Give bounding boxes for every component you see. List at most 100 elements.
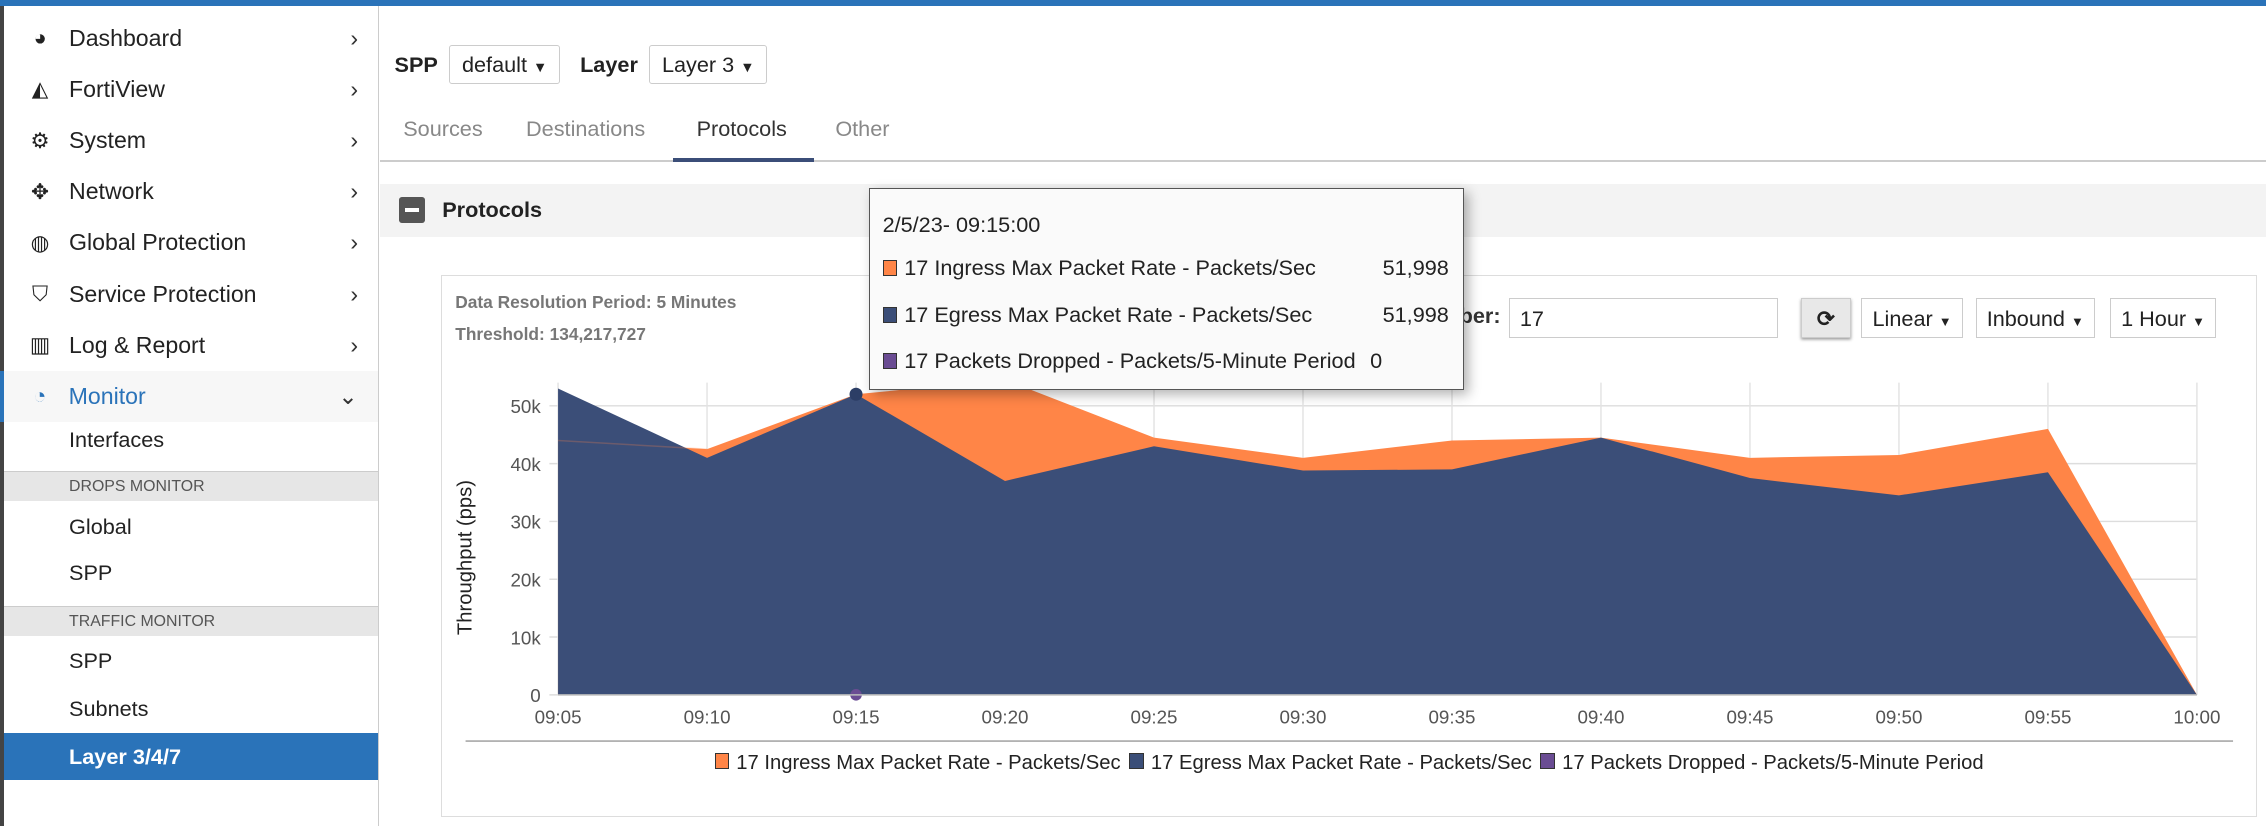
sidebar-item-label: Global Protection xyxy=(69,229,247,256)
gear-icon: ⚙ xyxy=(30,127,50,153)
x-tick-label: 09:10 xyxy=(683,707,730,728)
sidebar-item-log-report[interactable]: ▥ Log & Report › xyxy=(4,320,378,371)
tooltip-label: 17 Packets Dropped - Packets/5-Minute Pe… xyxy=(904,347,1356,373)
dropped-swatch xyxy=(882,352,897,369)
area-chart-icon: ◭ xyxy=(31,76,49,102)
sidebar-item-drops-spp[interactable]: SPP xyxy=(4,549,378,597)
arrows-move-icon: ✥ xyxy=(31,178,50,204)
resolution-text: Data Resolution Period: 5 Minutes xyxy=(455,291,737,312)
label: SPP xyxy=(69,560,113,585)
sidebar-item-fortiview[interactable]: ◭ FortiView › xyxy=(4,64,378,115)
chevron-right-icon: › xyxy=(350,75,359,102)
dashboard-icon: ◕ xyxy=(33,25,47,51)
layer-label: Layer xyxy=(580,51,638,77)
sidebar-item-traffic-spp[interactable]: SPP xyxy=(4,637,378,685)
chevron-right-icon: › xyxy=(350,127,359,154)
egress-area xyxy=(557,388,2197,696)
sidebar-item-label: Service Protection xyxy=(69,280,257,307)
tab-destinations[interactable]: Destinations xyxy=(526,115,646,141)
y-tick-label: 50k xyxy=(510,396,541,417)
label: Subnets xyxy=(69,695,149,721)
protocol-number-input[interactable]: 17 xyxy=(1508,297,1778,339)
traffic-monitor-header: TRAFFIC MONITOR xyxy=(4,605,379,636)
refresh-icon: ⟳ xyxy=(1816,305,1836,331)
collapse-icon[interactable] xyxy=(398,196,425,223)
x-tick-label: 09:50 xyxy=(1875,707,1922,728)
protocol-number-label: ber: xyxy=(1459,303,1501,329)
pie-chart-icon: ◔ xyxy=(33,383,47,409)
sidebar-item-subnets[interactable]: Subnets xyxy=(4,685,378,733)
chevron-right-icon: › xyxy=(350,178,359,205)
legend-swatch xyxy=(1540,752,1555,769)
sidebar-item-layer-347[interactable]: Layer 3/4/7 xyxy=(4,732,379,781)
sidebar-item-label: Dashboard xyxy=(69,24,183,51)
refresh-button[interactable]: ⟳ xyxy=(1800,297,1852,339)
legend-label: 17 Egress Max Packet Rate - Packets/Sec xyxy=(1150,751,1532,774)
legend-item[interactable]: 17 Ingress Max Packet Rate - Packets/Sec xyxy=(714,751,1121,774)
y-axis-label: Throughput (pps) xyxy=(454,480,476,635)
legend-item[interactable]: 17 Egress Max Packet Rate - Packets/Sec xyxy=(1129,752,1532,774)
tab-protocols[interactable]: Protocols xyxy=(696,115,787,141)
chevron-right-icon: › xyxy=(350,331,359,358)
range-select[interactable]: 1 Hour ▼ xyxy=(2109,297,2217,339)
chevron-right-icon: › xyxy=(350,280,359,307)
y-tick-label: 10k xyxy=(510,628,541,649)
shield-icon: ⛉ xyxy=(31,281,49,307)
tooltip-time: 2/5/23- 09:15:00 xyxy=(882,211,1041,237)
bar-chart-icon: ▥ xyxy=(29,332,51,358)
tooltip-row-ingress: 17 Ingress Max Packet Rate - Packets/Sec… xyxy=(882,255,1452,281)
sidebar-item-label: System xyxy=(69,127,147,154)
tab-other[interactable]: Other xyxy=(835,115,890,141)
sidebar-item-label: Log & Report xyxy=(69,331,206,358)
x-tick-label: 09:40 xyxy=(1577,707,1624,728)
sidebar-item-global[interactable]: Global xyxy=(4,503,378,551)
tooltip-row-dropped: 17 Packets Dropped - Packets/5-Minute Pe… xyxy=(882,347,1452,374)
caret-down-icon: ▼ xyxy=(533,59,548,76)
chart-legend: 17 Ingress Max Packet Rate - Packets/Sec… xyxy=(441,752,2258,775)
x-tick-label: 09:25 xyxy=(1130,707,1177,728)
sidebar-item-monitor[interactable]: ◔ Monitor ⌄ xyxy=(0,371,378,422)
direction-select[interactable]: Inbound ▼ xyxy=(1975,297,2095,339)
caret-down-icon: ▼ xyxy=(2192,313,2206,329)
chevron-down-icon: ⌄ xyxy=(338,382,358,409)
sidebar-item-service-protection[interactable]: ⛉ Service Protection › xyxy=(4,269,378,320)
x-tick-label: 09:30 xyxy=(1279,707,1326,728)
sidebar: ◕ Dashboard › ◭ FortiView › ⚙ System › ✥ Network › ◍… xyxy=(0,5,379,826)
scale-select[interactable]: Linear ▼ xyxy=(1861,297,1963,339)
tooltip-label: 17 Egress Max Packet Rate - Packets/Sec xyxy=(904,301,1313,327)
layer-select[interactable]: Layer 3 ▼ xyxy=(649,44,768,85)
tooltip-value: 0 xyxy=(1370,347,1383,373)
spp-label: SPP xyxy=(394,51,438,77)
tooltip-value: 51,998 xyxy=(1382,255,1449,281)
chart-tooltip: 2/5/23- 09:15:00 17 Ingress Max Packet R… xyxy=(868,187,1464,391)
spp-select[interactable]: default ▼ xyxy=(449,44,560,85)
legend-label: 17 Packets Dropped - Packets/5-Minute Pe… xyxy=(1562,751,1984,774)
spp-value: default xyxy=(461,51,527,77)
direction-value: Inbound xyxy=(1986,305,2065,331)
label: SPP xyxy=(69,648,113,674)
legend-swatch xyxy=(714,752,730,769)
tab-sources[interactable]: Sources xyxy=(403,115,483,141)
top-accent-bar xyxy=(0,0,2266,6)
sidebar-item-interfaces[interactable]: Interfaces xyxy=(4,416,378,464)
tabs-divider xyxy=(380,160,2266,162)
sidebar-item-global-protection[interactable]: ◍ Global Protection › xyxy=(4,218,378,269)
legend-label: 17 Ingress Max Packet Rate - Packets/Sec xyxy=(736,751,1121,774)
layer-value: Layer 3 xyxy=(661,51,735,77)
globe-icon: ◍ xyxy=(30,229,50,255)
tooltip-label: 17 Ingress Max Packet Rate - Packets/Sec xyxy=(904,255,1316,281)
filter-bar: SPP default ▼ Layer Layer 3 ▼ xyxy=(394,44,768,85)
caret-down-icon: ▼ xyxy=(1938,313,1952,329)
legend-item[interactable]: 17 Packets Dropped - Packets/5-Minute Pe… xyxy=(1540,751,1984,774)
sidebar-item-network[interactable]: ✥ Network › xyxy=(4,166,378,217)
sidebar-item-system[interactable]: ⚙ System › xyxy=(4,115,378,166)
y-tick-label: 20k xyxy=(510,570,541,591)
throughput-chart: 0 10k 20k 30k 40k 50k 09:05 09:10 09:15 09:20 09:2… xyxy=(454,380,2233,743)
sidebar-item-label: Monitor xyxy=(68,382,146,409)
tooltip-value: 51,998 xyxy=(1382,301,1449,327)
sidebar-item-label: FortiView xyxy=(69,75,165,102)
x-tick-label: 09:55 xyxy=(2024,707,2071,728)
x-tick-label: 09:05 xyxy=(534,707,581,728)
sidebar-item-dashboard[interactable]: ◕ Dashboard › xyxy=(4,13,378,64)
x-tick-label: 09:45 xyxy=(1726,707,1773,728)
